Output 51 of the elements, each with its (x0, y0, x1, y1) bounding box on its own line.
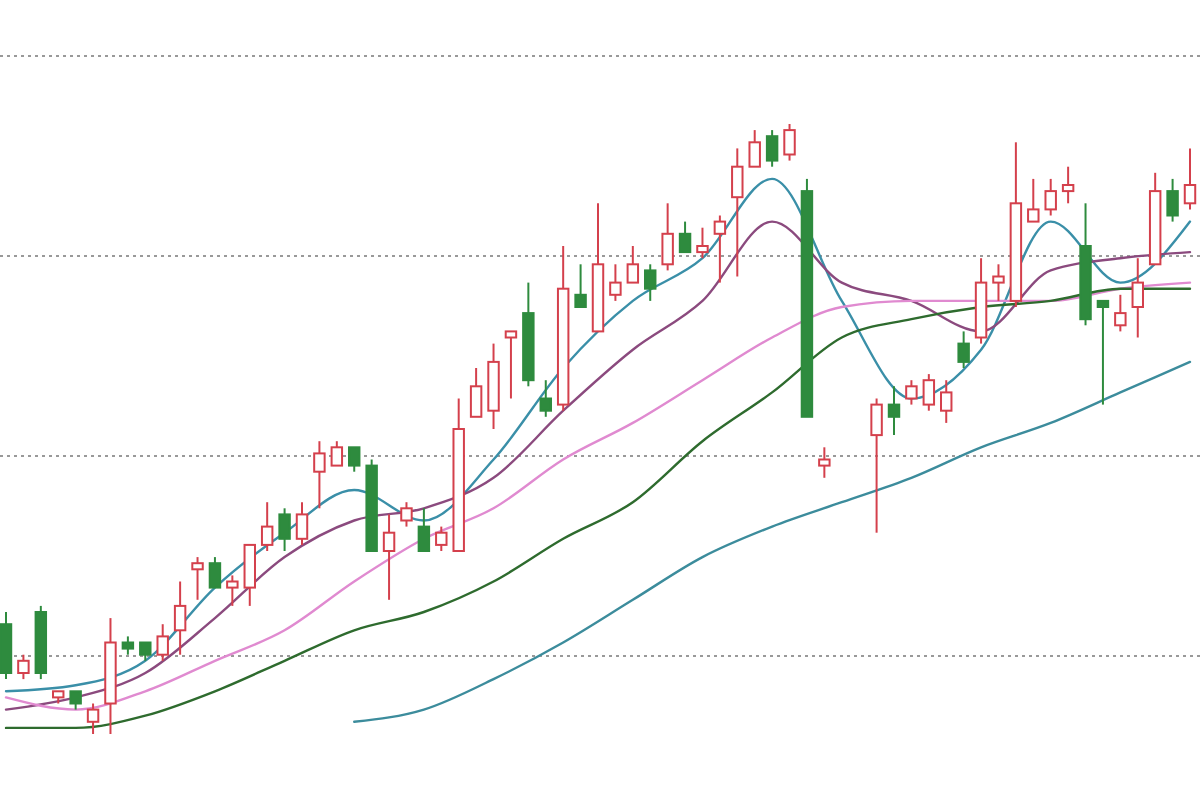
candlestick (191, 556, 204, 601)
candlestick (1166, 177, 1179, 223)
candlestick (678, 220, 692, 254)
candlestick (417, 507, 431, 552)
candlestick (1131, 257, 1144, 339)
candlestick (609, 263, 622, 302)
candlestick (1114, 293, 1127, 333)
candlestick (783, 123, 796, 162)
candlestick (382, 513, 396, 601)
candlestick (818, 446, 831, 479)
candlestick (348, 446, 361, 473)
candlestick (156, 623, 169, 662)
candlestick (226, 574, 239, 607)
candlestick (504, 330, 518, 400)
candlestick (260, 501, 274, 552)
candlestick (539, 379, 552, 418)
candlestick (748, 129, 761, 168)
candlestick (644, 263, 657, 302)
candlestick (957, 330, 970, 369)
candlestick (243, 543, 256, 607)
candlestick (208, 556, 222, 589)
candlestick (731, 147, 744, 278)
candlestick (626, 245, 640, 284)
candlestick (1044, 177, 1057, 217)
candlestick (574, 263, 587, 308)
candlestick (1096, 299, 1110, 406)
candlestick (765, 129, 779, 168)
candlestick (1061, 165, 1075, 205)
candlestick (905, 379, 918, 406)
candlestick (330, 440, 344, 467)
candlestick (121, 635, 135, 656)
candlestick (435, 525, 448, 552)
candlestick (139, 641, 152, 662)
candlestick (173, 580, 187, 656)
candlestick (661, 202, 674, 272)
candlestick (870, 397, 883, 534)
candlestick (313, 440, 326, 510)
candlestick (992, 263, 1005, 302)
candlestick (400, 501, 413, 528)
candlestick (86, 702, 100, 735)
candlestick (469, 367, 483, 418)
candlestick (940, 379, 953, 424)
candlestick (278, 507, 291, 552)
candlestick (887, 385, 901, 437)
candlestick (17, 653, 30, 681)
candlestick (713, 214, 727, 284)
candlestick (1027, 177, 1040, 223)
candlestick (69, 690, 82, 711)
candlestick (295, 501, 309, 546)
candlestick (696, 226, 709, 260)
candlestick (922, 373, 936, 412)
